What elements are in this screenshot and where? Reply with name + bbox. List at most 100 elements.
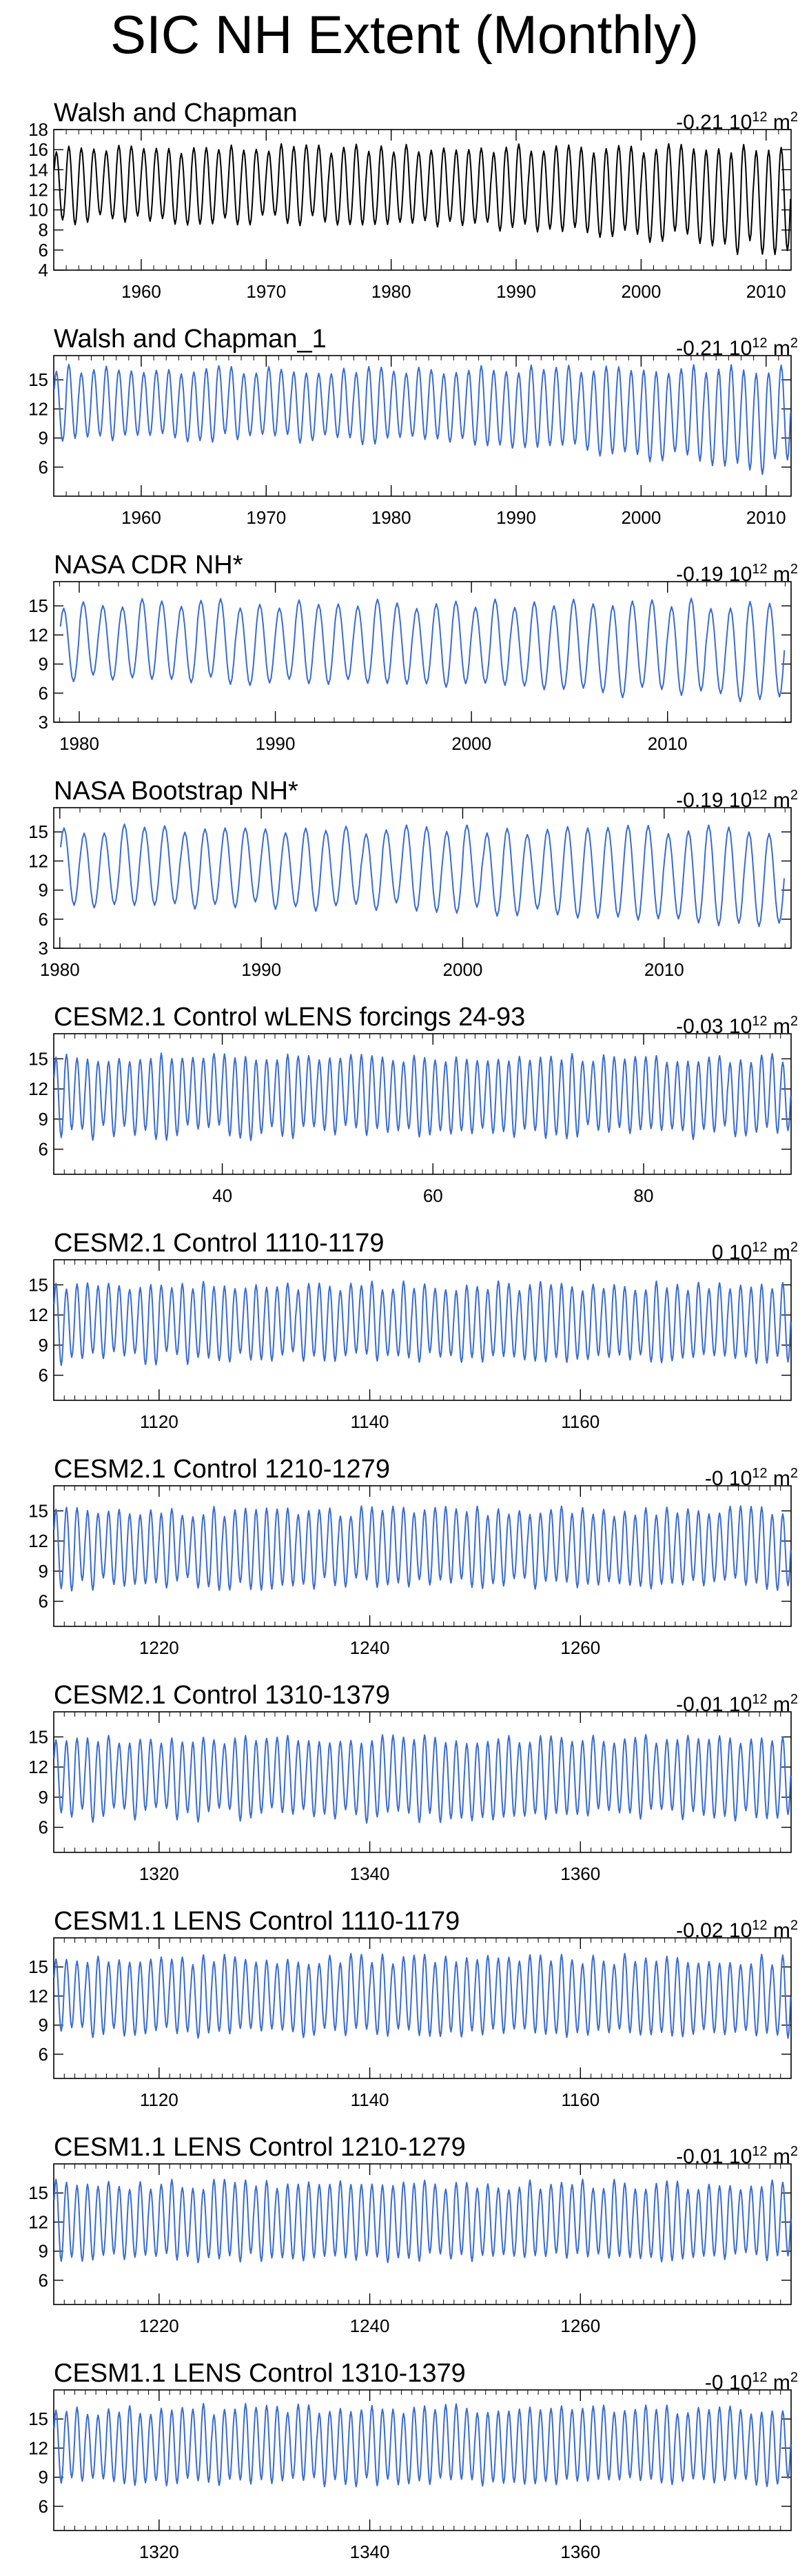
trend-unit-exp: 12 (752, 2370, 768, 2385)
y-tick-label: 9 (39, 1335, 48, 1356)
plot-area: 1220 1240 1260 6 9 12 15 (28, 1485, 792, 1658)
trend-unit-exp2: 2 (790, 2144, 798, 2159)
y-tick-label: 6 (39, 1591, 48, 1612)
panel-title: CESM2.1 Control 1310-1379 (54, 1681, 390, 1710)
x-tick-label: 1960 (121, 507, 161, 528)
series-line (53, 1952, 792, 2039)
y-tick-label: 12 (28, 1305, 48, 1325)
series-line (53, 363, 792, 476)
chart-panel: CESM1.1 LENS Control 1110-1179 -0.02 1012… (0, 1898, 809, 2124)
y-tick-label: 15 (28, 821, 48, 842)
panel-title: Walsh and Chapman (54, 99, 298, 127)
plot-area: 1980 1990 2000 2010 3 6 9 12 15 (28, 581, 792, 754)
x-tick-label: 80 (634, 1185, 654, 1206)
chart-panel: NASA CDR NH* -0.19 1012 m2 1980 1990 2000 201… (0, 542, 809, 768)
trend-unit-exp2: 2 (790, 1466, 798, 1481)
trend-unit-exp: 12 (752, 1240, 768, 1255)
y-tick-label: 3 (39, 712, 48, 733)
series-line (53, 1734, 792, 1824)
x-tick-label: 2000 (621, 507, 661, 528)
x-tick-label: 1990 (256, 733, 296, 754)
y-tick-label: 9 (39, 654, 48, 675)
x-tick-label: 1980 (59, 733, 99, 754)
x-tick-label: 1980 (40, 959, 80, 980)
x-tick-label: 1340 (350, 1863, 390, 1884)
trend-unit-exp2: 2 (790, 788, 798, 803)
series-line (53, 2402, 792, 2488)
y-tick-label: 8 (39, 220, 48, 241)
trend-unit-exp: 12 (752, 788, 768, 803)
panel-title: CESM2.1 Control 1210-1279 (54, 1455, 390, 1484)
x-tick-label: 2000 (451, 733, 491, 754)
chart-panel: CESM2.1 Control 1310-1379 -0.01 1012 m2 13… (0, 1672, 809, 1898)
y-tick-label: 15 (28, 2183, 48, 2203)
trend-unit-exp: 12 (752, 1918, 768, 1933)
trend-unit-exp2: 2 (790, 1240, 798, 1255)
series-line (60, 824, 785, 928)
x-tick-label: 1990 (496, 507, 536, 528)
y-tick-label: 12 (28, 179, 48, 200)
x-tick-label: 1240 (350, 2316, 390, 2336)
x-tick-label: 1220 (139, 2316, 179, 2336)
x-tick-label: 1160 (561, 1411, 600, 1432)
plot-area: 1980 1990 2000 2010 3 6 9 12 15 (28, 807, 792, 980)
plot-area: 1960 1970 1980 1990 2000 2010 6 9 12 15 (28, 355, 792, 528)
trend-unit-exp2: 2 (790, 1692, 798, 1707)
panel-title: NASA Bootstrap NH* (54, 777, 298, 806)
panel-title: CESM2.1 Control 1110-1179 (54, 1229, 385, 1258)
series-line (53, 143, 792, 256)
panel-title: CESM1.1 LENS Control 1210-1279 (54, 2133, 466, 2162)
x-tick-label: 1990 (496, 281, 536, 302)
trend-unit-exp: 12 (752, 1692, 768, 1707)
y-tick-label: 12 (28, 2437, 48, 2458)
y-tick-label: 15 (28, 1726, 48, 1747)
panel-title: CESM2.1 Control wLENS forcings 24-93 (54, 1003, 526, 1032)
x-tick-label: 1360 (560, 1863, 600, 1884)
x-tick-label: 1340 (350, 2542, 390, 2562)
y-tick-label: 14 (28, 159, 48, 180)
x-tick-label: 1980 (371, 507, 411, 528)
x-tick-label: 1240 (350, 1637, 390, 1658)
x-tick-label: 1120 (140, 2089, 178, 2110)
trend-unit-exp2: 2 (790, 336, 798, 351)
y-tick-label: 9 (39, 2241, 48, 2262)
panel-title: CESM1.1 LENS Control 1110-1179 (54, 1907, 460, 1936)
y-tick-label: 6 (39, 1365, 48, 1386)
chart-panel: CESM2.1 Control 1210-1279 -0 1012 m2 1220 1… (0, 1446, 809, 1672)
y-tick-label: 9 (39, 2015, 48, 2036)
x-tick-label: 1980 (371, 281, 411, 302)
y-tick-label: 16 (28, 139, 48, 160)
y-tick-label: 10 (28, 200, 48, 221)
series-line (53, 2178, 792, 2264)
y-tick-label: 9 (39, 1787, 48, 1808)
x-tick-label: 2000 (621, 281, 661, 302)
y-tick-label: 12 (28, 1531, 48, 1551)
trend-unit-exp2: 2 (790, 110, 798, 125)
y-tick-label: 15 (28, 595, 48, 616)
x-tick-label: 2010 (746, 281, 786, 302)
y-tick-label: 15 (28, 1956, 48, 1977)
trend-unit-exp2: 2 (790, 1014, 798, 1029)
y-tick-label: 6 (39, 2044, 48, 2065)
x-tick-label: 1990 (241, 959, 281, 980)
page-title: SIC NH Extent (Monthly) (110, 4, 699, 65)
chart-panel: Walsh and Chapman_1 -0.21 1012 m2 1960 1970… (0, 316, 809, 542)
y-tick-label: 12 (28, 1757, 48, 1777)
trend-unit-exp: 12 (752, 110, 768, 125)
x-tick-label: 1140 (351, 2089, 389, 2110)
x-tick-label: 1220 (139, 1637, 179, 1658)
trend-unit-exp: 12 (752, 562, 768, 577)
x-tick-label: 1970 (246, 281, 286, 302)
y-tick-label: 6 (39, 240, 48, 260)
y-tick-label: 9 (39, 2467, 48, 2488)
y-tick-label: 6 (39, 457, 48, 478)
x-tick-label: 1970 (246, 507, 286, 528)
y-tick-label: 6 (39, 1139, 48, 1160)
trend-unit-exp: 12 (752, 2144, 768, 2159)
y-tick-label: 12 (28, 2211, 48, 2232)
y-tick-label: 6 (39, 2270, 48, 2291)
y-tick-label: 15 (28, 1274, 48, 1295)
plot-area: 1120 1140 1160 6 9 12 15 (28, 1259, 792, 1432)
plot-area: 1320 1340 1360 6 9 12 15 (28, 1711, 792, 1884)
